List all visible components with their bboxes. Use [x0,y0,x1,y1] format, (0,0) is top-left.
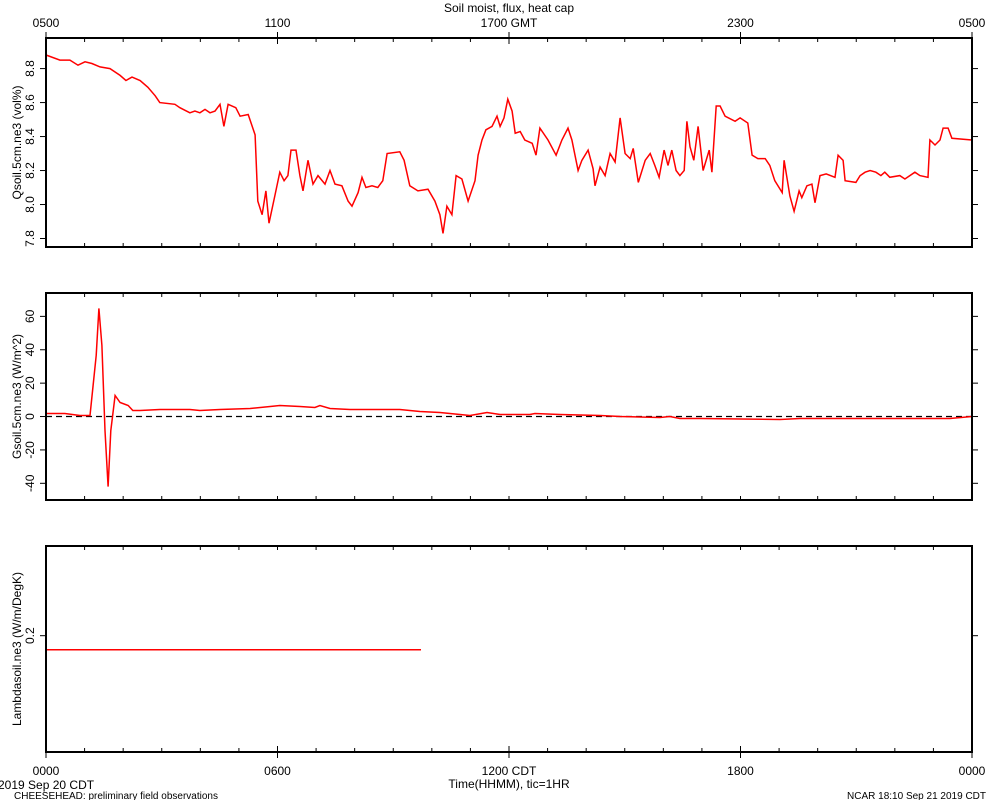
y-axis-label: Lambdasoil.ne3 (W/m/DegK) [10,572,24,726]
x2-tick-label: 1100 [265,16,291,30]
x-tick-label: 0000 [33,764,60,778]
y-tick-label: 0.2 [23,627,37,644]
y-tick-label: 0 [23,413,37,420]
x-axis-label: Time(HHMM), tic=1HR [448,777,570,791]
footer-right: NCAR 18:10 Sep 21 2019 CDT [847,791,986,800]
y-tick-label: -20 [23,441,37,459]
plot-frame [45,292,973,501]
y-axis-label: Qsoil.5cm.ne3 (vol%) [10,85,24,199]
x2-tick-label: 1700 GMT [481,16,538,30]
y-tick-label: 8.8 [23,60,37,77]
x-tick-label: 1800 [727,764,754,778]
x-tick-label: 0000 [959,764,986,778]
y-tick-label: 40 [23,343,37,357]
y-tick-label: 20 [23,376,37,390]
y-tick-label: 60 [23,309,37,323]
chart-title: Soil moist, flux, heat cap [444,1,574,15]
y-tick-label: 7.8 [23,230,37,247]
x2-tick-label: 0500 [959,16,986,30]
y-tick-label: 8.6 [23,94,37,111]
date-label: 2019 Sep 20 CDT [0,778,95,792]
y-tick-label: 8.4 [23,128,37,145]
x2-tick-label: 0500 [33,16,60,30]
footer-left: CHEESEHEAD: preliminary field observatio… [14,791,218,800]
x2-tick-label: 2300 [727,16,754,30]
y-tick-label: 8.2 [23,162,37,179]
x-tick-label: 1200 CDT [482,764,537,778]
y-tick-label: 8.0 [23,196,37,213]
data-line [46,308,973,487]
data-line [45,54,973,234]
x-tick-label: 0600 [264,764,291,778]
plot-frame [45,37,973,248]
y-axis-label: Gsoil.5cm.ne3 (W/m^2) [10,334,24,459]
y-tick-label: -40 [23,474,37,492]
